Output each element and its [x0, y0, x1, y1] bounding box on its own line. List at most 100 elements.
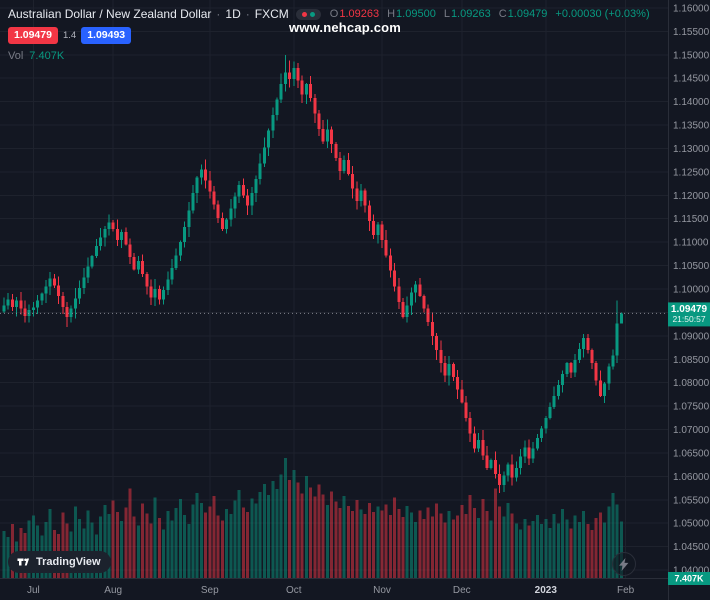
price-tick-label: 1.11500 [673, 214, 709, 225]
candle-body [388, 255, 392, 271]
candle-body [111, 222, 115, 230]
candle-body [460, 389, 464, 403]
volume-bar [178, 499, 182, 578]
watermark-text: www.nehcap.com [288, 20, 402, 35]
volume-bar [296, 482, 300, 578]
grid-lines [0, 0, 668, 578]
volume-bar [120, 521, 124, 578]
candle-body [283, 72, 287, 84]
symbol-title[interactable]: Australian Dollar / New Zealand Dollar ·… [8, 7, 289, 21]
candle-body [351, 174, 355, 189]
candle-body [548, 407, 552, 418]
candle-body [48, 278, 52, 287]
volume-bar [430, 516, 434, 578]
candle-body [82, 277, 86, 289]
volume-series [2, 458, 623, 578]
volume-bar [275, 489, 279, 578]
ohlc-high: H 1.09500 [387, 8, 436, 20]
candle-body [99, 237, 103, 246]
candle-body [321, 128, 325, 142]
volume-bar [149, 523, 153, 578]
volume-bar [132, 516, 136, 578]
sell-button[interactable]: 1.09479 [8, 27, 58, 44]
candle-body [363, 190, 367, 206]
volume-bar [229, 514, 233, 578]
candle-body [2, 305, 6, 312]
price-tick-label: 1.10500 [673, 261, 710, 272]
volume-bar [493, 488, 497, 578]
volume-bar [187, 524, 191, 578]
volume-bar [73, 506, 77, 578]
candle-body [380, 224, 384, 240]
quick-action-button[interactable] [612, 552, 636, 576]
volume-bar [136, 525, 140, 578]
candle-body [552, 395, 556, 408]
candle-body [262, 147, 266, 164]
last-volume-value: 7.407K [674, 574, 704, 584]
volume-bar [346, 505, 350, 578]
candle-body [132, 257, 136, 270]
candle-body [246, 195, 250, 206]
close-value: 1.09479 [507, 8, 548, 20]
volume-bar [376, 506, 380, 578]
buy-button[interactable]: 1.09493 [81, 27, 132, 44]
candle-body [468, 417, 472, 434]
volume-bar [418, 510, 422, 578]
candle-body [107, 222, 111, 230]
candle-body [225, 219, 229, 230]
volume-bar [409, 512, 413, 578]
time-axis[interactable]: Jul Aug Sep Oct Nov Dec 2023 Feb [27, 585, 635, 596]
volume-bar [128, 488, 132, 578]
volume-bar [86, 510, 90, 578]
volume-bar [107, 514, 111, 578]
volume-bar [535, 514, 539, 578]
candle-body [565, 363, 569, 375]
candle-body [359, 190, 363, 201]
price-tick-label: 1.15000 [673, 50, 710, 61]
volume-bar [384, 504, 388, 578]
candle-body [498, 474, 502, 485]
candle-body [6, 299, 10, 306]
volume-bar [367, 502, 371, 578]
volume-bar [619, 521, 623, 578]
candle-body [317, 113, 321, 129]
candle-body [372, 221, 376, 236]
volume-bar [443, 522, 447, 578]
volume-bar [204, 512, 208, 578]
ohlc-low: L 1.09263 [444, 8, 491, 20]
candle-body [267, 130, 271, 148]
last-volume-label: 7.407K [668, 572, 710, 585]
volume-bar [216, 515, 220, 578]
price-tick-label: 1.05000 [673, 519, 710, 530]
candle-body [31, 307, 35, 311]
volume-bar [115, 511, 119, 578]
series-toggle-pill[interactable] [295, 8, 321, 20]
open-label: O [329, 8, 339, 20]
volume-bar [397, 508, 401, 578]
candle-body [65, 306, 69, 318]
candle-body [577, 348, 581, 361]
candle-body [367, 205, 371, 222]
volume-bar [250, 498, 254, 578]
candle-body [582, 338, 586, 349]
countdown-timer: 21:50:57 [672, 314, 705, 324]
candle-body [233, 196, 237, 209]
candle-body [523, 447, 527, 457]
volume-indicator-label[interactable]: Vol [8, 50, 24, 62]
volume-bar [61, 512, 65, 578]
volume-indicator-value: 7.407K [29, 50, 65, 62]
volume-bar [166, 511, 170, 578]
volume-bar [401, 517, 405, 578]
volume-bar [439, 513, 443, 578]
time-tick-label: Dec [453, 585, 471, 596]
low-label: L [443, 8, 450, 20]
price-tick-label: 1.05500 [673, 495, 710, 506]
candle-body [401, 302, 405, 318]
high-label: H [387, 8, 396, 20]
separator: · [245, 7, 250, 21]
volume-bar [199, 502, 203, 578]
volume-bar [594, 518, 598, 578]
tradingview-logo[interactable]: TradingView [8, 551, 111, 573]
